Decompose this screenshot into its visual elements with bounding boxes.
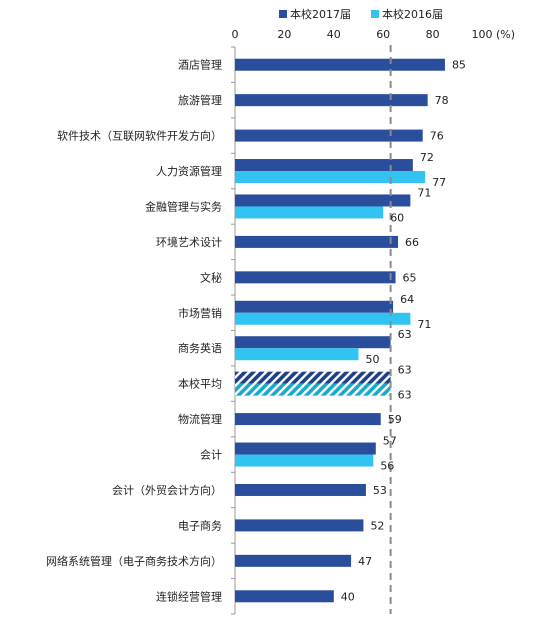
value-label-2016: 63	[398, 389, 412, 402]
x-tick-label: 20	[277, 28, 291, 41]
value-label-2016: 50	[366, 353, 380, 366]
x-tick-label: 100	[472, 28, 493, 41]
value-label-2017: 85	[452, 59, 466, 72]
bar-2017	[235, 94, 428, 107]
category-label: 本校平均	[178, 377, 222, 391]
bar-2016	[235, 171, 426, 184]
category-label: 商务英语	[178, 341, 222, 355]
bars	[235, 45, 445, 614]
legend-swatch-2017	[279, 10, 287, 18]
x-tick-label: 0	[232, 28, 239, 41]
category-label: 会计	[200, 449, 222, 462]
bar-2017	[235, 194, 411, 207]
x-tick-label: 40	[327, 28, 341, 41]
x-axis-unit: (%)	[496, 28, 515, 41]
value-label-2017: 57	[383, 435, 397, 448]
bar-2017	[235, 129, 423, 142]
bar-2017	[235, 519, 364, 532]
category-label: 环境艺术设计	[156, 235, 222, 249]
bar-2017	[235, 442, 376, 455]
legend-label-2016: 本校2016届	[382, 7, 443, 21]
value-label-2017: 63	[398, 364, 412, 377]
category-label: 酒店管理	[178, 58, 222, 72]
bar-2017	[235, 413, 381, 426]
bar-2017	[235, 554, 352, 567]
bar-2017	[235, 159, 413, 172]
x-tick-label: 80	[426, 28, 440, 41]
category-label: 市场营销	[178, 306, 222, 320]
category-label: 文秘	[200, 270, 222, 284]
bar-2016	[235, 348, 359, 361]
category-label: 网络系统管理（电子商务技术方向）	[46, 554, 222, 568]
x-tick-label: 60	[376, 28, 390, 41]
value-label-2017: 63	[398, 328, 412, 341]
category-label: 会计（外贸会计方向）	[112, 483, 222, 497]
value-label-2016: 71	[417, 318, 431, 331]
bar-2017	[235, 483, 366, 496]
value-label-2017: 76	[430, 130, 444, 143]
legend: 本校2017届 本校2016届	[279, 7, 443, 21]
bar-2017	[235, 300, 394, 313]
bar-2017	[235, 371, 391, 384]
value-label-2017: 66	[405, 236, 419, 249]
legend-swatch-2016	[371, 10, 379, 18]
bar-2016	[235, 454, 374, 467]
value-label-2016: 77	[432, 176, 446, 189]
value-label-2017: 78	[435, 94, 449, 107]
category-label: 软件技术（互联网软件开发方向）	[57, 129, 222, 143]
category-label: 人力资源管理	[156, 164, 222, 178]
bar-2017	[235, 271, 396, 284]
legend-label-2017: 本校2017届	[290, 7, 351, 21]
category-label: 物流管理	[178, 412, 222, 426]
value-label-2016: 56	[380, 460, 394, 473]
bar-2017	[235, 58, 445, 71]
category-label: 金融管理与实务	[145, 199, 222, 213]
category-label: 电子商务	[178, 518, 222, 532]
bar-2016	[235, 312, 411, 325]
value-label-2017: 52	[370, 519, 384, 532]
value-label-2017: 72	[420, 151, 434, 164]
value-labels: 8578767277716066656471635063635957565352…	[341, 59, 466, 604]
bar-2017	[235, 590, 334, 603]
value-label-2017: 71	[417, 186, 431, 199]
value-label-2017: 65	[403, 271, 417, 284]
bar-2016	[235, 383, 391, 396]
x-axis: 0 20 40 60 80 100 (%)	[232, 28, 516, 41]
value-label-2017: 47	[358, 555, 372, 568]
category-label: 连锁经营管理	[156, 589, 222, 603]
value-label-2017: 64	[400, 293, 414, 306]
value-label-2017: 59	[388, 413, 402, 426]
bar-2017	[235, 235, 399, 248]
bar-2017	[235, 336, 391, 349]
value-label-2017: 40	[341, 590, 355, 603]
value-label-2016: 60	[390, 211, 404, 224]
value-label-2017: 53	[373, 484, 387, 497]
category-label: 旅游管理	[178, 93, 222, 107]
bar-2016	[235, 206, 384, 219]
